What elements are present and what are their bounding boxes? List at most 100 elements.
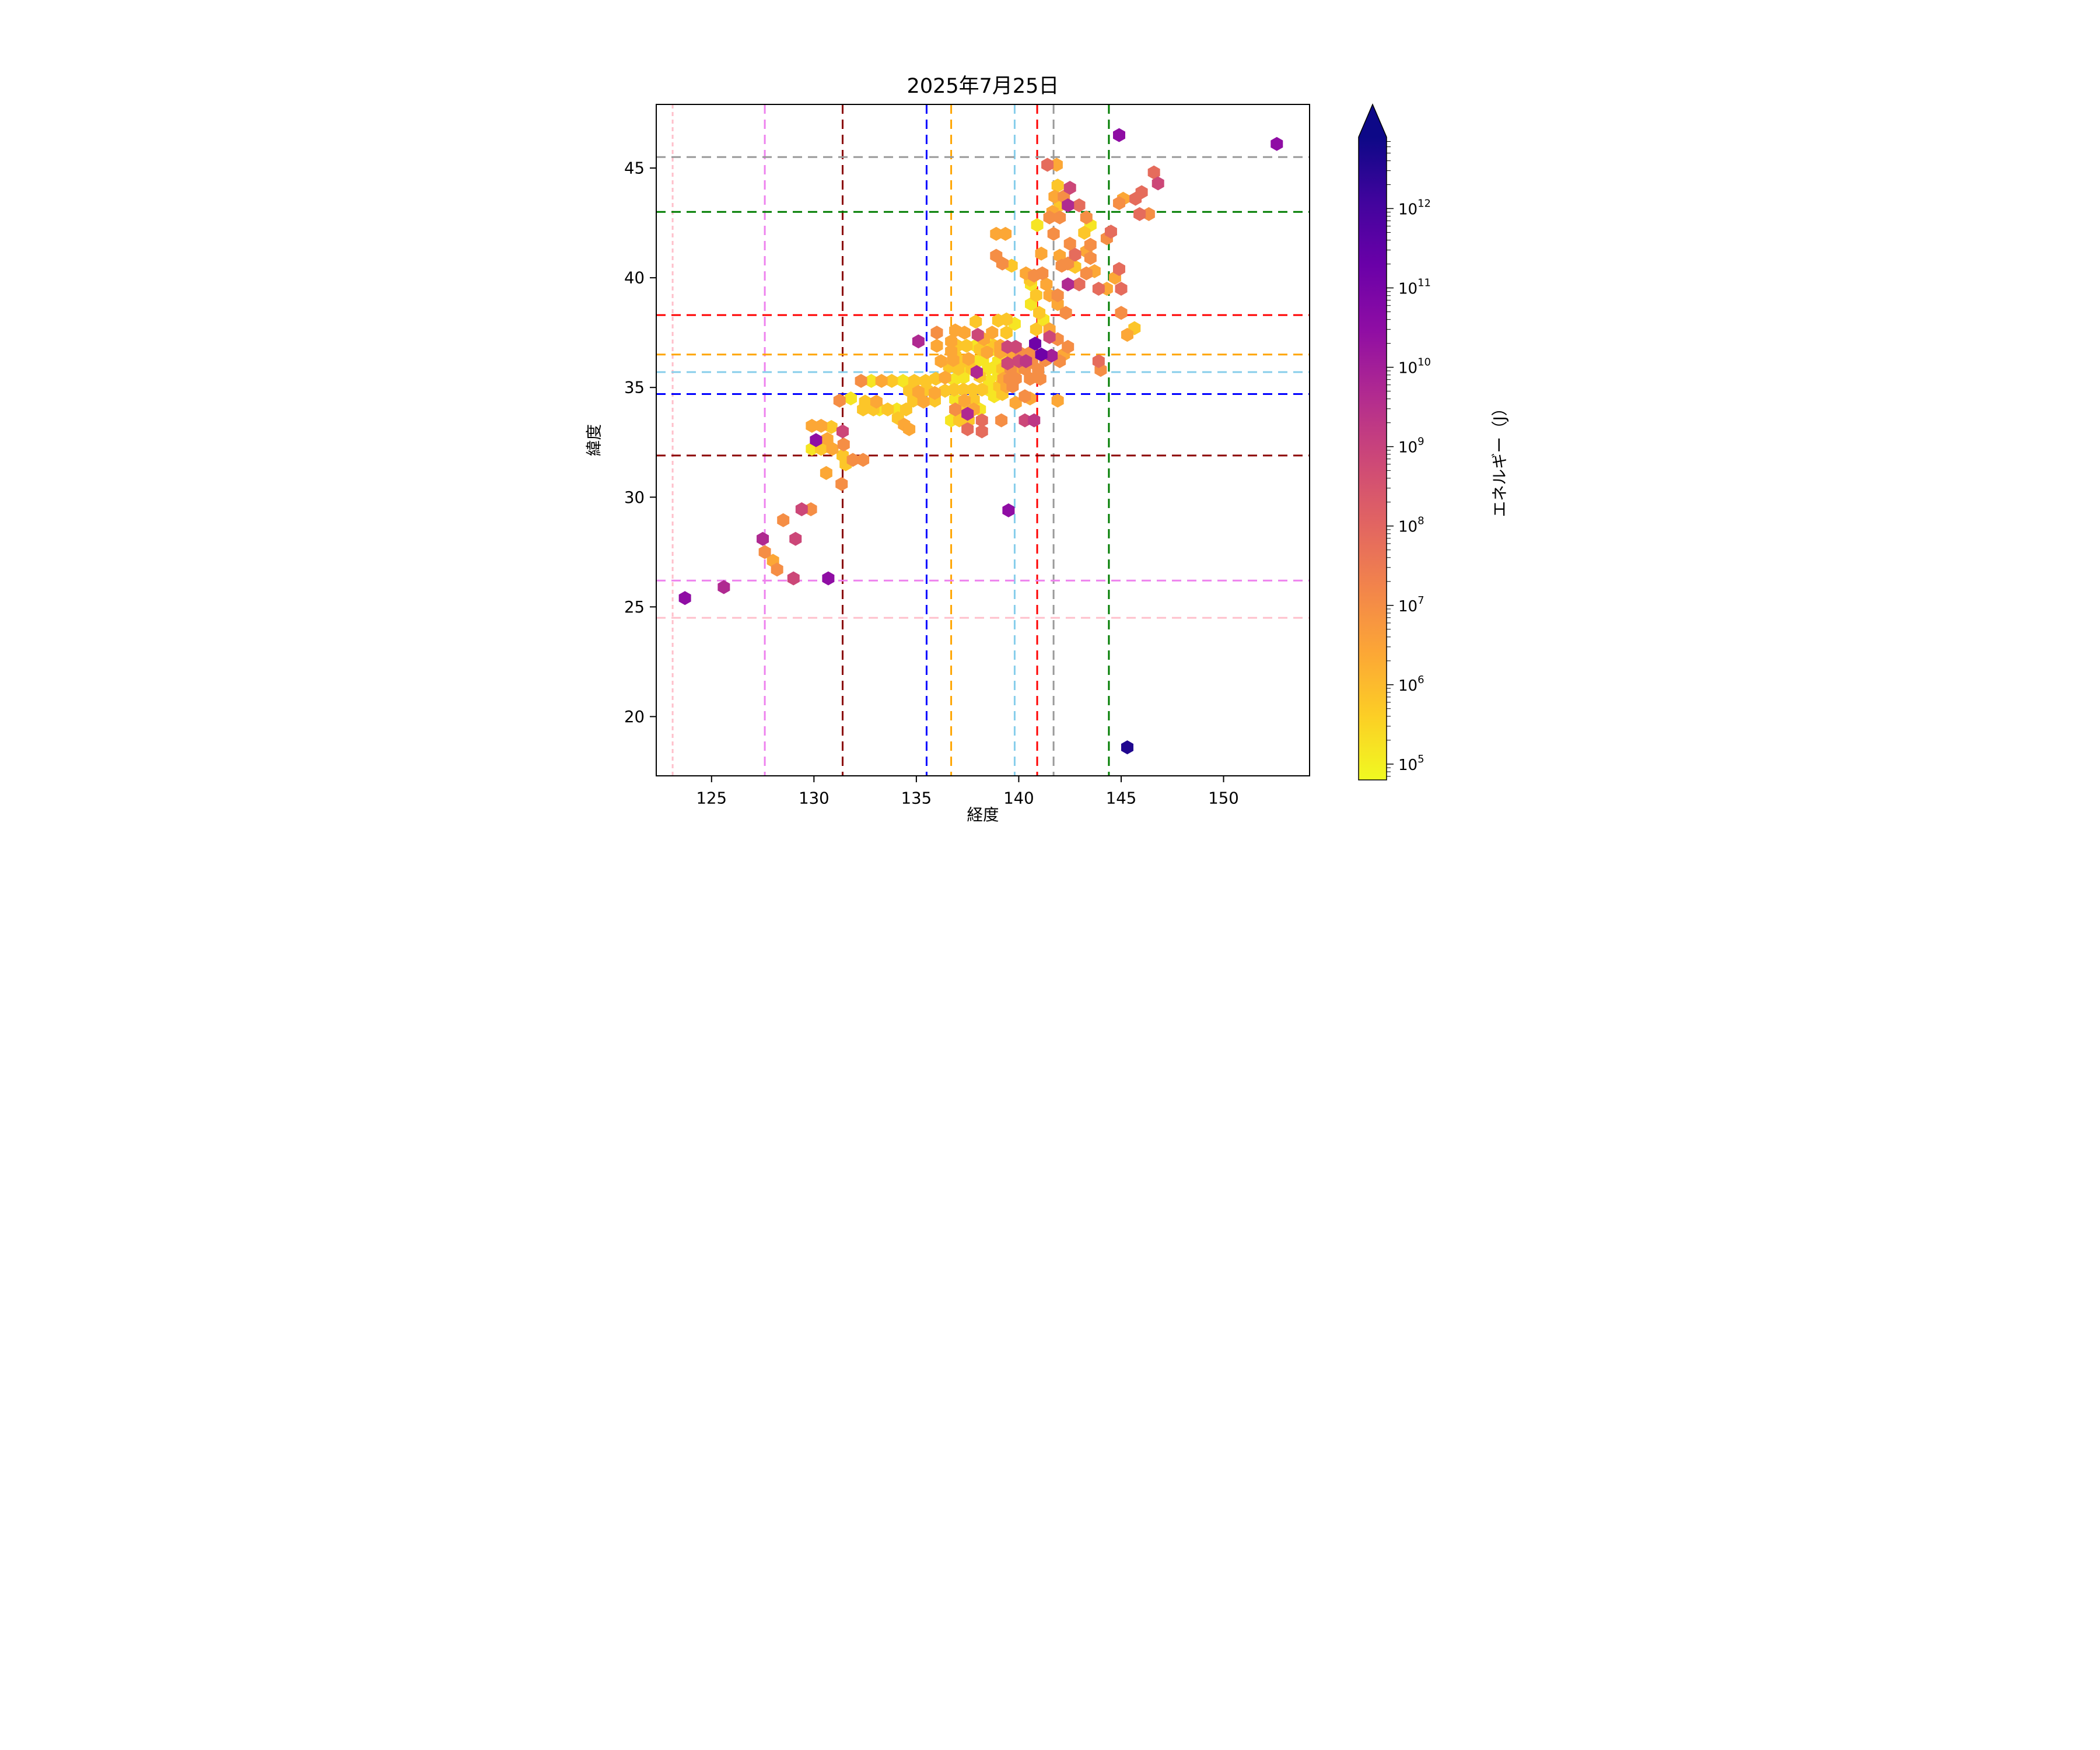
hexbin-point: [960, 338, 973, 353]
hexbin-point: [961, 407, 974, 421]
hexbin-point: [912, 334, 925, 349]
hexbin-point: [1009, 340, 1022, 354]
hexbin-point: [870, 394, 883, 409]
hexbin-point: [958, 393, 971, 408]
hexbin-point: [970, 314, 982, 329]
hexbin-point: [835, 477, 848, 491]
hexbin-point: [822, 571, 835, 586]
hexbin-point: [1073, 198, 1086, 213]
hexbin-point: [881, 402, 894, 416]
hexbin-point: [957, 383, 970, 397]
hexbin-point: [1270, 136, 1283, 151]
hexbin-point: [1062, 256, 1074, 271]
hexbin-point: [917, 394, 930, 409]
hexbin-point: [1040, 277, 1053, 292]
y-tick-label: 35: [624, 379, 645, 397]
hexbin-point: [1002, 503, 1015, 517]
hexbin-point: [939, 370, 951, 385]
reference-gridlines: [656, 104, 1310, 776]
hexbin-point: [990, 226, 1003, 241]
hexbin-point: [1115, 281, 1128, 296]
hexbin-point: [1033, 306, 1046, 320]
hexbin-point: [1113, 196, 1125, 211]
hexbin-point: [1084, 251, 1097, 265]
hexbin-point: [846, 453, 859, 467]
hexbin-point: [930, 326, 943, 340]
y-tick-label: 45: [624, 159, 645, 178]
hexbin-point: [1062, 277, 1074, 292]
hexbin-point: [1051, 178, 1064, 193]
hexbin-point: [777, 513, 790, 527]
hexbin-point: [996, 256, 1009, 271]
y-tick-label: 20: [624, 708, 645, 726]
hexbin-point: [1129, 191, 1142, 206]
hexbin-point: [947, 353, 960, 368]
hexbin-point: [837, 438, 850, 452]
hexbin-point: [967, 392, 980, 407]
hexbin-point: [1051, 288, 1064, 303]
hexbin-point: [930, 338, 943, 353]
hexbin-chart: 125 130 135 140 145 150 20 25 30 35 40 45 2025年7月2…: [585, 75, 1510, 824]
hexbin-point: [1063, 180, 1076, 195]
hexbin-point: [908, 373, 921, 388]
hexbin-point: [958, 326, 971, 340]
hexbin-point: [886, 373, 898, 388]
colorbar-extend-arrow: [1359, 104, 1387, 137]
hexbin-point: [929, 372, 942, 386]
hexbin-point: [1034, 372, 1046, 386]
hexbin-point: [857, 402, 870, 416]
plot-border: [656, 104, 1310, 776]
hexbin-point: [1020, 354, 1032, 369]
hexbin-point: [983, 373, 996, 388]
colorbar-tick-label: 109: [1398, 436, 1424, 457]
hexbin-point: [757, 531, 769, 546]
hexbin-point: [1030, 288, 1042, 303]
hexbin-point: [945, 334, 958, 349]
hexbin-point: [1121, 740, 1133, 755]
y-tick-label: 25: [624, 598, 645, 617]
hexbin-point: [961, 422, 974, 436]
hexbin-point: [1113, 128, 1125, 142]
colorbar-tick-label: 105: [1398, 753, 1424, 774]
hexbin-point: [806, 419, 818, 433]
x-tick-label: 125: [696, 789, 727, 808]
hexbin-point: [1030, 322, 1042, 337]
colorbar-tick-label: 107: [1398, 594, 1424, 615]
hexbin-point: [1048, 190, 1061, 204]
hexbin-points: [678, 128, 1283, 755]
hexbin-point: [1051, 393, 1064, 408]
y-tick-label: 40: [624, 269, 645, 288]
hexbin-point: [1147, 165, 1160, 180]
hexbin-point: [1031, 218, 1044, 232]
hexbin-point: [1059, 306, 1072, 320]
x-tick-label: 150: [1208, 789, 1239, 808]
hexbin-point: [1019, 389, 1031, 404]
hexbin-point: [1050, 158, 1063, 172]
hexbin-point: [1036, 266, 1049, 281]
hexbin-point: [897, 373, 909, 388]
hexbin-point: [820, 466, 832, 480]
hexbin-point: [1047, 226, 1060, 241]
colorbar-label: エネルギー（J）: [1490, 400, 1509, 517]
hexbin-point: [810, 433, 822, 447]
hexbin-point: [949, 392, 962, 407]
y-tick-label: 30: [624, 488, 645, 507]
hexbin-point: [1113, 262, 1125, 276]
hexbin-point: [865, 373, 878, 388]
hexbin-point: [795, 502, 808, 516]
hexbin-point: [1019, 413, 1031, 428]
hexbin-point: [821, 432, 834, 446]
x-axis-label: 経度: [967, 806, 999, 824]
hexbin-point: [815, 419, 828, 433]
hexbin-point: [1062, 340, 1074, 354]
hexbin-point: [1035, 347, 1048, 362]
hexbin-point: [1045, 348, 1058, 363]
hexbin-point: [1009, 396, 1022, 410]
hexbin-point: [949, 402, 962, 416]
hexbin-point: [995, 413, 1008, 428]
x-tick-label: 135: [901, 789, 932, 808]
hexbin-point: [1035, 246, 1048, 261]
hexbin-point: [1063, 236, 1076, 251]
x-axis-ticks: 125 130 135 140 145 150: [696, 776, 1239, 808]
hexbin-point: [992, 313, 1005, 328]
